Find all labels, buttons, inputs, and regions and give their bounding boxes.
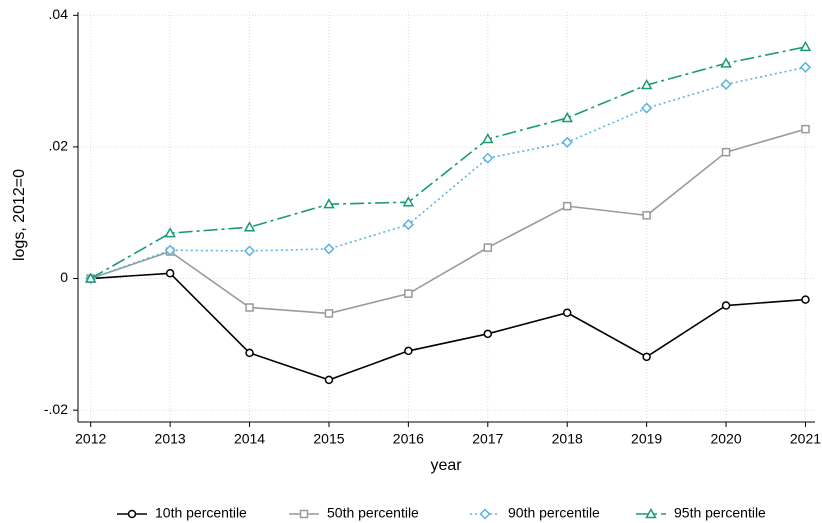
marker <box>640 79 653 90</box>
series-line <box>90 46 806 280</box>
marker <box>483 243 493 252</box>
series-line <box>90 128 806 315</box>
marker <box>562 201 572 211</box>
marker <box>801 124 810 134</box>
marker <box>801 295 810 304</box>
marker <box>482 152 494 164</box>
x-tick-label: 2020 <box>710 431 741 447</box>
marker <box>84 272 97 283</box>
x-tick-label: 2013 <box>155 431 186 447</box>
marker <box>243 245 256 257</box>
legend-label: 90th percentile <box>508 505 600 521</box>
legend-label: 95th percentile <box>674 505 766 521</box>
marker <box>720 78 732 90</box>
marker <box>324 375 334 385</box>
marker <box>561 136 573 148</box>
marker <box>245 303 254 312</box>
marker <box>323 243 335 255</box>
marker <box>243 221 256 232</box>
marker <box>799 61 812 73</box>
marker <box>164 227 176 238</box>
y-tick-label: .04 <box>49 6 69 22</box>
x-tick-label: 2016 <box>393 431 424 447</box>
series-line <box>90 66 806 280</box>
marker <box>721 301 731 310</box>
marker <box>404 289 413 298</box>
marker <box>642 211 651 220</box>
marker <box>404 346 413 356</box>
series-line <box>90 272 806 381</box>
marker <box>641 102 653 114</box>
marker <box>483 329 493 339</box>
marker <box>402 219 414 231</box>
legend-marker <box>299 509 309 519</box>
legend-marker <box>127 509 137 519</box>
marker <box>324 309 334 318</box>
x-axis-label: year <box>430 457 462 474</box>
marker <box>245 348 254 358</box>
x-tick-label: 2019 <box>631 431 662 447</box>
marker <box>164 244 176 256</box>
x-tick-label: 2012 <box>75 431 106 447</box>
y-tick-label: .02 <box>49 138 69 154</box>
y-axis-label: logs, 2012=0 <box>11 169 28 261</box>
marker <box>561 111 573 123</box>
x-tick-label: 2017 <box>472 431 503 447</box>
marker <box>482 132 494 144</box>
legend-label: 10th percentile <box>155 505 247 521</box>
marker <box>720 57 732 68</box>
legend-label: 50th percentile <box>327 505 419 521</box>
marker <box>323 198 335 209</box>
marker <box>799 40 812 52</box>
marker <box>165 269 175 278</box>
marker <box>642 352 651 362</box>
y-tick-label: 0 <box>60 269 68 285</box>
marker <box>721 147 731 157</box>
marker <box>402 196 415 207</box>
marker <box>562 308 572 318</box>
y-tick-label: -.02 <box>44 401 68 417</box>
legend-marker <box>645 507 657 519</box>
x-tick-label: 2018 <box>552 431 583 447</box>
x-tick-label: 2021 <box>790 431 821 447</box>
x-tick-label: 2015 <box>313 431 344 447</box>
legend-marker <box>479 508 491 520</box>
x-tick-label: 2014 <box>234 431 265 447</box>
